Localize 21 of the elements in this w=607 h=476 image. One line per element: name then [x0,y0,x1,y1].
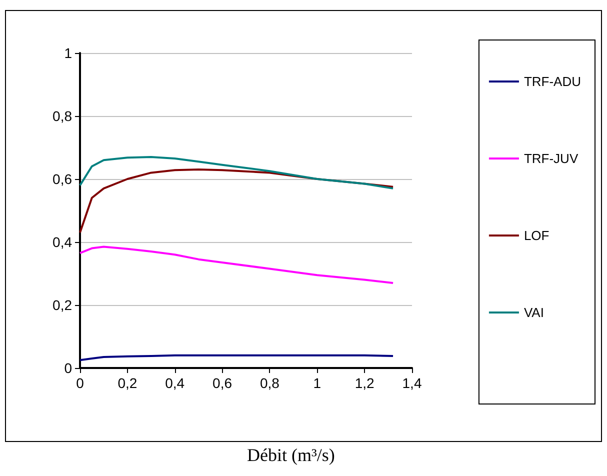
y-tick-label: 0,8 [52,108,72,124]
line-series [79,156,394,190]
legend-label: TRF-JUV [524,151,578,166]
legend-label: VAI [524,305,544,320]
x-tick-label: 0,8 [260,375,280,391]
y-tick-label: 0,6 [52,171,72,187]
x-tick-label: 0,2 [118,375,138,391]
line-series [79,246,394,284]
y-tick-label: 0 [64,360,72,376]
legend-label: TRF-ADU [524,74,581,89]
x-axis-title: Débit (m³/s) [247,445,335,465]
x-tick-label: 1,2 [354,375,375,391]
y-tick-label: 0,2 [52,297,72,313]
x-tick-label: 1,4 [402,375,422,391]
x-tick-label: 0,6 [212,375,232,391]
legend-label: LOF [524,228,550,243]
y-tick-label: 0,4 [52,234,72,250]
x-tick-label: 1 [313,375,322,391]
x-tick-label: 0 [76,375,84,391]
x-tick-label: 0,4 [165,375,185,391]
y-tick-label: 1 [64,45,72,61]
